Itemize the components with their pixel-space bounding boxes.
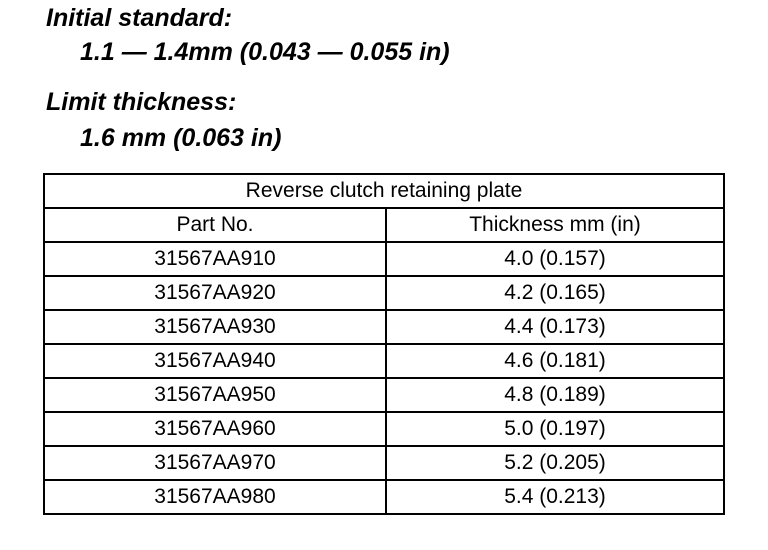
spec-label: Limit thickness: <box>46 88 237 116</box>
title-row: Reverse clutch retaining plate <box>43 173 725 209</box>
table-cell: 4.8 (0.189) <box>385 377 725 413</box>
table-cell: 31567AA950 <box>43 377 387 413</box>
table-cell: 4.4 (0.173) <box>385 309 725 345</box>
spec-value: 1.1 — 1.4mm (0.043 — 0.055 in) <box>80 38 450 66</box>
table-row: 31567AA940 4.6 (0.181) <box>43 343 725 379</box>
table-row: 31567AA970 5.2 (0.205) <box>43 445 725 481</box>
table-cell: 31567AA980 <box>43 479 387 515</box>
column-header: Thickness mm (in) <box>385 207 725 243</box>
table-cell: 5.0 (0.197) <box>385 411 725 447</box>
table-cell: 5.2 (0.205) <box>385 445 725 481</box>
table-cell: 5.4 (0.213) <box>385 479 725 515</box>
table-cell: 31567AA970 <box>43 445 387 481</box>
table-row: 31567AA950 4.8 (0.189) <box>43 377 725 413</box>
table-cell: 31567AA920 <box>43 275 387 311</box>
table-cell: 31567AA910 <box>43 241 387 277</box>
spec-label: Initial standard: <box>46 4 233 32</box>
table-cell: 31567AA960 <box>43 411 387 447</box>
table-row: 31567AA930 4.4 (0.173) <box>43 309 725 345</box>
spec-value: 1.6 mm (0.063 in) <box>80 124 282 152</box>
table-cell: 31567AA940 <box>43 343 387 379</box>
thickness-table: Reverse clutch retaining plate Part No. Th… <box>43 173 725 515</box>
header-row: Part No. Thickness mm (in) <box>43 207 725 243</box>
column-header: Part No. <box>43 207 387 243</box>
table-cell: 4.0 (0.157) <box>385 241 725 277</box>
table-row: 31567AA920 4.2 (0.165) <box>43 275 725 311</box>
table-title: Reverse clutch retaining plate <box>43 173 725 209</box>
table-cell: 4.6 (0.181) <box>385 343 725 379</box>
table-body: Reverse clutch retaining plate Part No. Th… <box>43 173 725 515</box>
table-cell: 31567AA930 <box>43 309 387 345</box>
table-row: 31567AA910 4.0 (0.157) <box>43 241 725 277</box>
table-row: 31567AA960 5.0 (0.197) <box>43 411 725 447</box>
table-cell: 4.2 (0.165) <box>385 275 725 311</box>
table-row: 31567AA980 5.4 (0.213) <box>43 479 725 515</box>
